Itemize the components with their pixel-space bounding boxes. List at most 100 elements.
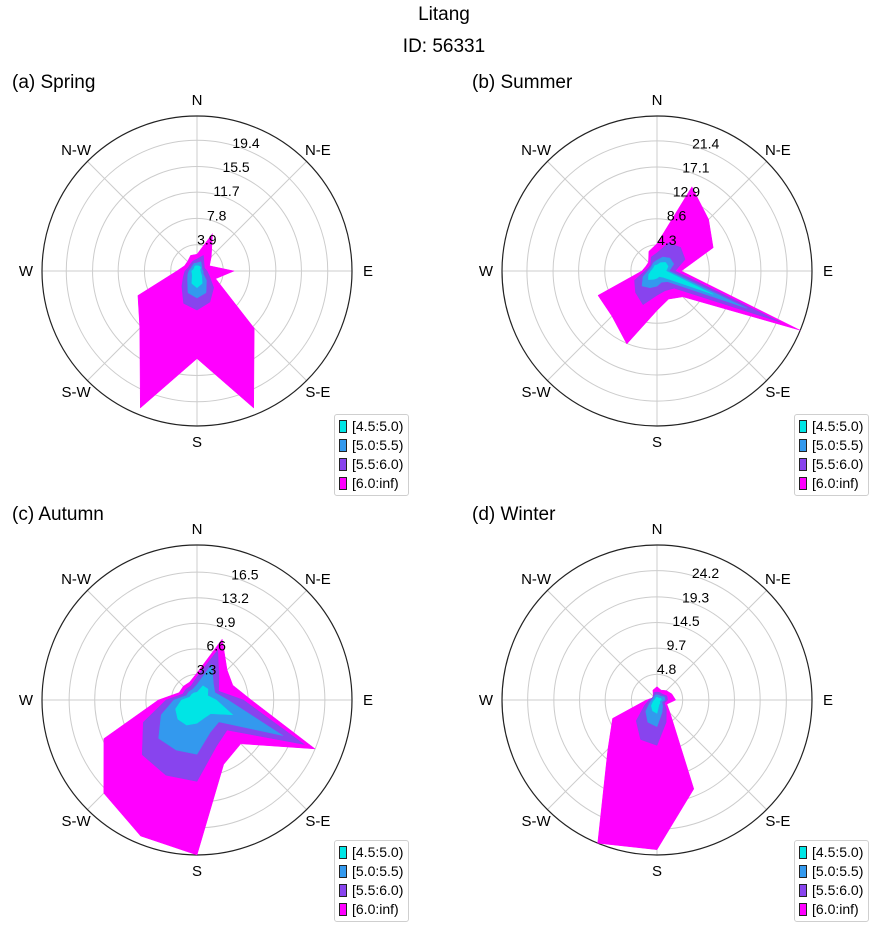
legend-label: [5.5:6.0) xyxy=(352,456,404,472)
wind-rose-chart: 3.3 6.6 9.9 13.2 16.5 N N-E E S-E S S-W W N-W xyxy=(19,521,373,880)
direction-label: N-E xyxy=(765,571,791,588)
series-area xyxy=(191,265,203,289)
ring-tick-label: 13.2 xyxy=(222,590,249,606)
direction-label: S-E xyxy=(765,384,790,401)
ring-tick-label: 16.5 xyxy=(231,566,258,582)
legend-item: [5.5:6.0) xyxy=(339,455,403,474)
legend-item: [6.0:inf) xyxy=(799,900,863,919)
legend-label: [6.0:inf) xyxy=(812,475,859,491)
legend-swatch xyxy=(339,458,347,471)
direction-label: S-W xyxy=(62,384,92,401)
ring-tick-label: 17.1 xyxy=(682,160,709,176)
direction-label: N-W xyxy=(521,571,552,588)
direction-label: S-W xyxy=(522,384,552,401)
grid-spoke xyxy=(87,161,198,272)
legend-label: [5.5:6.0) xyxy=(352,882,404,898)
direction-label: N-W xyxy=(61,571,92,588)
direction-label: S-E xyxy=(765,813,790,830)
grid-spoke xyxy=(656,699,767,810)
direction-label: E xyxy=(363,692,373,709)
ring-tick-label: 19.3 xyxy=(682,589,709,605)
ring-tick-label: 21.4 xyxy=(692,135,719,151)
ring-tick-label: 15.5 xyxy=(222,159,249,175)
wind-rose-chart: 4.3 8.6 12.9 17.1 21.4 N N-E E S-E S S-W W N-W xyxy=(479,92,833,451)
panel-label: (b) Summer xyxy=(472,72,573,93)
legend-label: [5.0:5.5) xyxy=(812,863,864,879)
legend-swatch xyxy=(799,420,807,433)
direction-label: E xyxy=(363,263,373,280)
wind-rose-chart: 4.8 9.7 14.5 19.3 24.2 N N-E E S-E S S-W W N-W xyxy=(479,521,833,880)
direction-label: W xyxy=(479,263,494,280)
direction-label: N-E xyxy=(765,142,791,159)
legend-swatch xyxy=(339,903,347,916)
legend-label: [4.5:5.0) xyxy=(812,418,864,434)
ring-tick-label: 9.7 xyxy=(667,637,687,653)
legend: [4.5:5.0) [5.0:5.5) [5.5:6.0) [6.0:inf) xyxy=(794,414,870,496)
series-area xyxy=(648,262,714,295)
grid-spoke xyxy=(547,161,658,272)
legend-label: [5.0:5.5) xyxy=(352,863,404,879)
legend-swatch xyxy=(799,477,807,490)
legend-label: [4.5:5.0) xyxy=(352,418,404,434)
legend-label: [4.5:5.0) xyxy=(812,844,864,860)
legend-item: [5.0:5.5) xyxy=(339,436,403,455)
direction-label: S xyxy=(192,863,202,880)
legend-label: [5.5:6.0) xyxy=(812,456,864,472)
direction-label: S-E xyxy=(305,813,330,830)
grid-spoke xyxy=(547,590,658,701)
series-area xyxy=(175,685,234,726)
panel-label: (d) Winter xyxy=(472,504,556,525)
ring-tick-label: 3.9 xyxy=(197,232,217,248)
ring-tick-label: 9.9 xyxy=(216,614,236,630)
legend-swatch xyxy=(339,477,347,490)
legend-swatch xyxy=(799,865,807,878)
legend-label: [6.0:inf) xyxy=(352,475,399,491)
legend-item: [6.0:inf) xyxy=(799,474,863,493)
panel-summer: (b) Summer 4.3 8.6 12.9 17.1 21.4 N N-E E S-E S S-… xyxy=(460,72,888,512)
direction-label: S-W xyxy=(62,813,92,830)
ring-tick-label: 7.8 xyxy=(207,207,227,223)
direction-label: S-E xyxy=(305,384,330,401)
legend-label: [5.5:6.0) xyxy=(812,882,864,898)
legend-label: [5.0:5.5) xyxy=(812,437,864,453)
series-area xyxy=(651,697,662,714)
direction-label: N xyxy=(652,92,663,109)
legend-item: [5.0:5.5) xyxy=(799,862,863,881)
grid-spoke xyxy=(87,590,198,701)
legend-swatch xyxy=(339,420,347,433)
ring-tick-label: 12.9 xyxy=(673,183,700,199)
legend: [4.5:5.0) [5.0:5.5) [5.5:6.0) [6.0:inf) xyxy=(334,840,410,922)
direction-label: N xyxy=(192,92,203,109)
legend-item: [5.5:6.0) xyxy=(799,455,863,474)
series-area xyxy=(137,232,255,409)
legend-swatch xyxy=(339,884,347,897)
direction-label: N-W xyxy=(521,142,552,159)
polar-frame xyxy=(501,544,813,856)
panel-label: (a) Spring xyxy=(12,72,96,93)
legend: [4.5:5.0) [5.0:5.5) [5.5:6.0) [6.0:inf) xyxy=(794,840,870,922)
legend-swatch xyxy=(799,458,807,471)
series-area xyxy=(597,186,801,345)
ring-tick-label: 8.6 xyxy=(667,208,687,224)
direction-label: S-W xyxy=(522,813,552,830)
direction-label: S xyxy=(652,863,662,880)
panel-spring: (a) Spring 3.9 7.8 11.7 15.5 19.4 N N-E E S-E S S-… xyxy=(0,72,444,512)
direction-label: N-E xyxy=(305,571,331,588)
ring-tick-label: 6.6 xyxy=(206,638,226,654)
legend-swatch xyxy=(799,903,807,916)
legend-item: [4.5:5.0) xyxy=(339,417,403,436)
direction-label: E xyxy=(823,692,833,709)
polar-frame xyxy=(41,115,353,427)
legend-label: [5.0:5.5) xyxy=(352,437,404,453)
direction-label: W xyxy=(19,692,34,709)
direction-label: S xyxy=(192,434,202,451)
legend: [4.5:5.0) [5.0:5.5) [5.5:6.0) [6.0:inf) xyxy=(334,414,410,496)
ring-tick-label: 4.3 xyxy=(657,232,677,248)
direction-label: N xyxy=(192,521,203,538)
direction-label: S xyxy=(652,434,662,451)
panel-label: (c) Autumn xyxy=(12,504,104,525)
ring-tick-label: 4.8 xyxy=(657,661,677,677)
series-area xyxy=(641,256,748,309)
legend-item: [6.0:inf) xyxy=(339,474,403,493)
ring-tick-label: 11.7 xyxy=(213,183,239,199)
